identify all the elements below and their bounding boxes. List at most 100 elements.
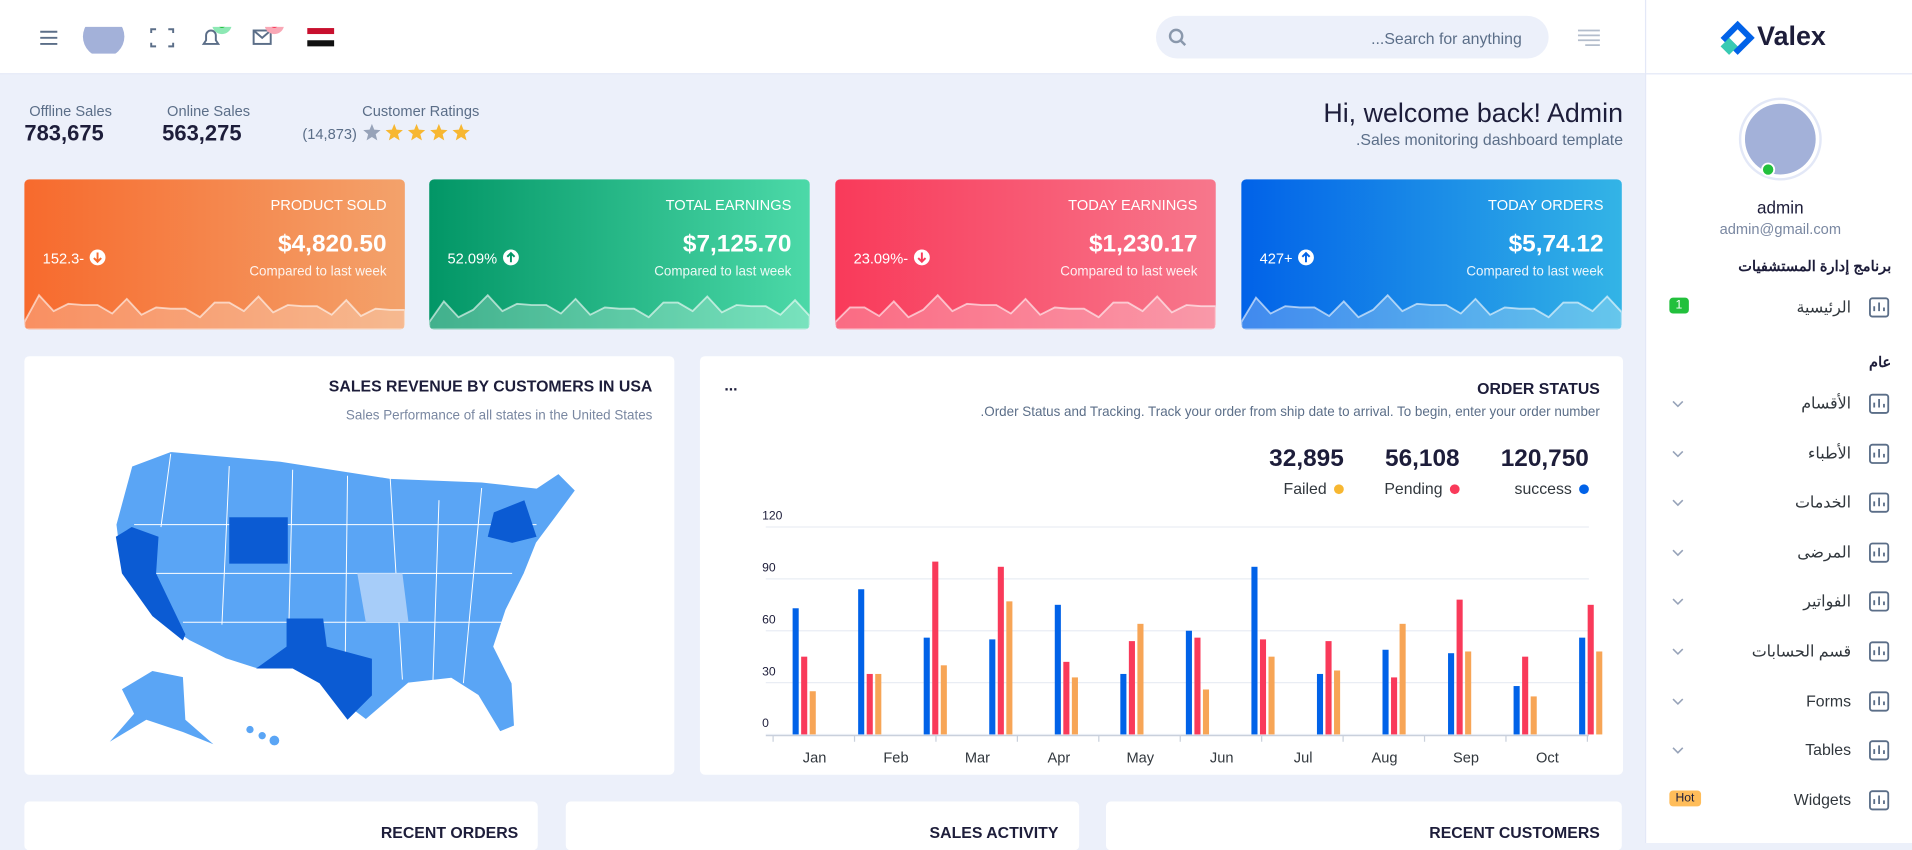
welcome-title: Hi, welcome back! Admin	[1323, 97, 1624, 129]
chevron[interactable]	[1672, 448, 1684, 458]
card-sparkline	[429, 293, 810, 330]
card-sparkline	[1241, 293, 1622, 330]
stat-label: Offline Sales	[29, 102, 112, 120]
menu-label: الأقسام	[1801, 394, 1852, 413]
bar	[932, 561, 939, 735]
card-title: PRODUCT SOLD	[270, 196, 387, 214]
card-note: Compared to last week	[249, 264, 387, 280]
menu-label: الأطباء	[1807, 443, 1852, 462]
chevron[interactable]	[1672, 399, 1684, 409]
bar	[1513, 686, 1520, 735]
x-tick-label: Jul	[1294, 750, 1313, 766]
ratings-label: Customer Ratings	[362, 102, 480, 120]
chevron[interactable]	[1672, 647, 1684, 657]
total-label: success	[1514, 479, 1572, 498]
bar	[1325, 641, 1332, 735]
bar	[1579, 637, 1586, 735]
chart-subtitle: .Order Status and Tracking. Track your o…	[980, 405, 1600, 420]
stat-card: TOTAL EARNINGS $7,125.70 Compared to last …	[429, 179, 810, 330]
menu-badge: 1	[1669, 297, 1689, 314]
card-title: TOTAL EARNINGS	[665, 196, 792, 214]
chart-menu[interactable]: ...	[724, 375, 738, 395]
menu-label: Widgets	[1793, 790, 1852, 809]
bar	[1465, 651, 1472, 735]
bar	[1185, 630, 1192, 735]
total-value: 32,895	[1269, 445, 1344, 473]
menu-icon[interactable]	[1868, 492, 1890, 514]
chevron[interactable]	[1672, 696, 1684, 706]
bottom-card-title: RECENT ORDERS	[380, 823, 519, 842]
x-tick-label: Aug	[1372, 750, 1398, 766]
card-value: $5,74.12	[1508, 230, 1604, 258]
chevron[interactable]	[1672, 548, 1684, 558]
card-sparkline	[835, 293, 1216, 330]
menu-icon[interactable]	[1577, 29, 1602, 47]
sidebar-group: عام	[1869, 353, 1892, 371]
search-icon	[1168, 28, 1187, 47]
bar	[875, 673, 882, 735]
menu-icon[interactable]	[1868, 740, 1890, 762]
star	[385, 123, 403, 141]
bar	[1137, 623, 1144, 735]
bar	[1316, 673, 1324, 735]
menu-icon[interactable]	[1868, 541, 1890, 563]
bar	[1259, 639, 1267, 735]
bar	[1120, 673, 1127, 735]
bar	[1194, 637, 1201, 735]
bar	[1522, 656, 1529, 735]
bar	[858, 589, 865, 735]
menu-icon[interactable]	[1868, 393, 1890, 415]
menu-label: الخدمات	[1795, 493, 1852, 512]
bar	[1251, 566, 1258, 735]
card-note: Compared to last week	[654, 264, 792, 280]
bar	[997, 566, 1004, 735]
bar	[792, 608, 799, 735]
card-title: TODAY ORDERS	[1488, 196, 1604, 214]
chevron[interactable]	[1672, 498, 1684, 508]
bar	[1334, 670, 1341, 735]
menu-label: الفواتير	[1803, 592, 1852, 611]
y-tick-label: 30	[762, 664, 776, 678]
bar	[1063, 661, 1070, 735]
legend-dot	[1579, 484, 1589, 495]
brand: Valex	[1757, 20, 1826, 52]
bar	[1587, 604, 1594, 735]
change-icon	[89, 249, 106, 266]
bar	[1530, 696, 1537, 735]
welcome-subtitle: .Sales monitoring dashboard template	[1356, 130, 1624, 149]
bar	[1596, 651, 1603, 735]
bar	[1071, 677, 1078, 735]
y-tick-label: 90	[762, 561, 776, 575]
card-note: Compared to last week	[1466, 264, 1604, 280]
menu-icon[interactable]	[1868, 690, 1890, 712]
total-label: Pending	[1384, 479, 1443, 498]
x-tick-label: May	[1126, 750, 1154, 766]
total-value: 56,108	[1385, 445, 1460, 473]
chevron[interactable]	[1672, 597, 1684, 607]
bar	[1128, 641, 1135, 735]
menu-icon[interactable]	[1868, 442, 1890, 464]
bottom-card	[1105, 801, 1622, 850]
change-icon	[913, 249, 930, 266]
menu-icon[interactable]	[1868, 641, 1890, 663]
x-tick-label: Sep	[1453, 750, 1479, 766]
bar	[1382, 649, 1389, 735]
topbar-icons[interactable]	[37, 26, 354, 54]
profile-avatar	[1738, 97, 1822, 181]
usa-map[interactable]	[0, 0, 683, 781]
menu-icon[interactable]	[1868, 789, 1890, 811]
bottom-card-title: SALES ACTIVITY	[929, 823, 1059, 842]
chevron[interactable]	[1672, 746, 1684, 756]
y-tick-label: 120	[762, 509, 783, 523]
menu-icon[interactable]	[1868, 591, 1890, 613]
search-box[interactable]	[1155, 15, 1549, 59]
x-tick-label: Feb	[883, 750, 908, 766]
sidebar-section: برنامج إدارة المستشفيات	[1738, 257, 1892, 275]
chart-title: ORDER STATUS	[1477, 379, 1600, 398]
stat-card: TODAY EARNINGS $1,230.17 Compared to last …	[835, 179, 1216, 330]
menu-icon[interactable]	[1868, 296, 1890, 318]
bar	[801, 656, 808, 735]
bar	[1456, 599, 1463, 735]
stat-value: 783,675	[24, 120, 104, 146]
